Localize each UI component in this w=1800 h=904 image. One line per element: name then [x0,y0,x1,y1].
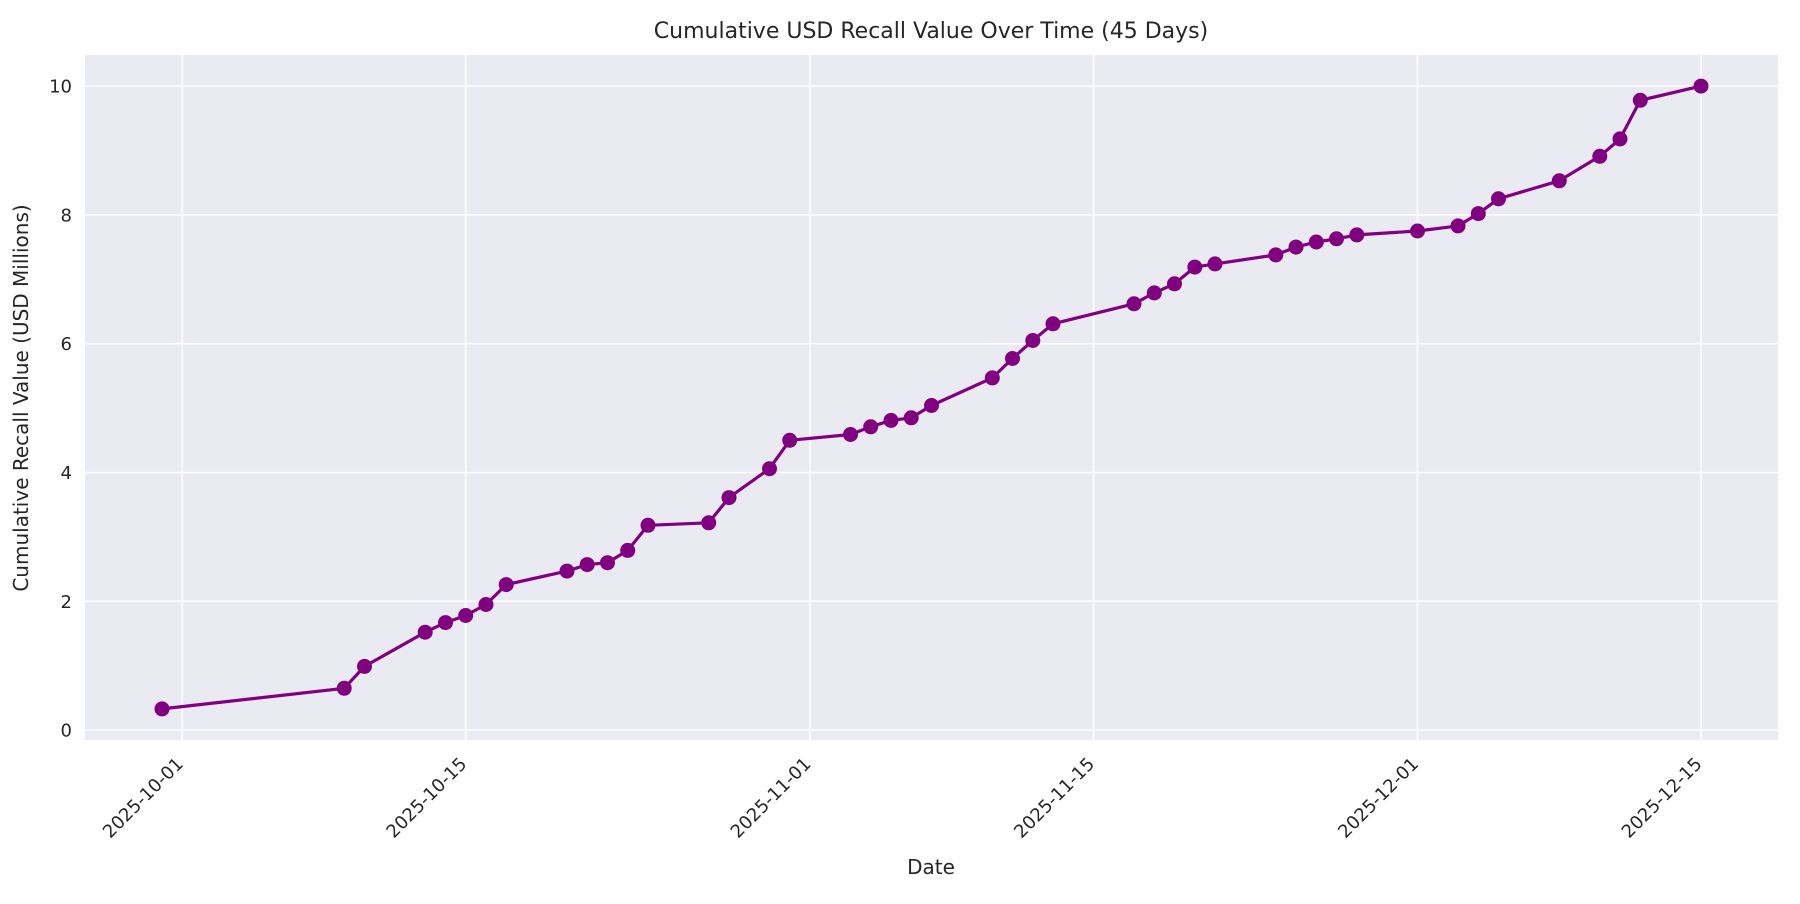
data-point-marker [1632,92,1648,108]
data-point-marker [782,432,798,448]
data-point-marker [600,555,615,571]
y-tick-label: 8 [61,205,72,226]
data-point-marker [1126,296,1142,312]
data-point-marker [1167,276,1182,292]
data-point-marker [863,419,879,435]
data-point-marker [984,370,1000,386]
x-tick-label: 2025-11-01 [727,754,816,843]
data-point-marker [1045,316,1061,332]
data-point-marker [903,410,919,426]
x-tick-label: 2025-10-15 [382,754,471,843]
data-point-marker [498,577,514,593]
data-point-marker [721,490,737,506]
data-point-marker [438,615,453,631]
data-point-marker [1470,206,1486,222]
data-point-marker [1450,218,1466,234]
y-tick-label: 2 [61,592,72,613]
data-point-marker [417,624,433,640]
y-tick-labels: 0 2 4 6 8 10 [49,77,72,742]
x-tick-label: 2025-10-01 [99,754,188,843]
data-point-marker [1491,191,1506,207]
x-tick-label: 2025-12-15 [1618,754,1707,843]
data-point-marker [1025,333,1041,348]
data-point-marker [458,608,474,623]
data-point-marker [1693,78,1709,94]
data-point-marker [924,398,939,413]
data-point-marker [640,517,656,533]
data-point-marker [762,461,777,477]
y-tick-label: 4 [61,463,72,484]
data-point-marker [1146,285,1162,301]
data-point-marker [579,557,595,573]
data-point-marker [1329,231,1344,247]
y-tick-label: 10 [49,77,72,98]
data-point-marker [336,680,352,696]
data-point-marker [701,515,717,531]
data-point-marker [1207,256,1223,272]
data-point-marker [1410,223,1425,239]
data-point-marker [1612,131,1628,147]
data-point-marker [1268,247,1284,263]
plot-area [85,55,1778,740]
data-point-marker [154,701,170,717]
gridlines [85,55,1778,740]
data-point-marker [883,412,899,428]
data-point-marker [357,658,372,674]
data-point-marker [843,427,858,442]
data-point-marker [559,563,575,579]
data-point-markers [154,78,1709,717]
x-tick-labels: 2025-10-01 2025-10-15 2025-11-01 2025-11-15… [99,754,1707,843]
data-point-marker [1349,227,1365,243]
y-axis-label: Cumulative Recall Value (USD Millions) [9,204,33,591]
x-tick-label: 2025-12-01 [1334,754,1423,843]
data-point-marker [1187,259,1203,275]
y-tick-label: 6 [61,334,72,355]
data-point-marker [1288,239,1304,255]
data-point-marker [1592,148,1608,164]
data-point-marker [620,542,636,558]
x-axis-label: Date [907,855,955,879]
data-point-marker [1551,173,1567,189]
data-point-marker [1308,234,1324,250]
chart-title: Cumulative USD Recall Value Over Time (4… [654,19,1208,44]
y-tick-label: 0 [61,721,72,742]
data-point-marker [1005,351,1020,366]
data-point-marker [478,597,494,612]
x-tick-label: 2025-11-15 [1010,754,1099,843]
